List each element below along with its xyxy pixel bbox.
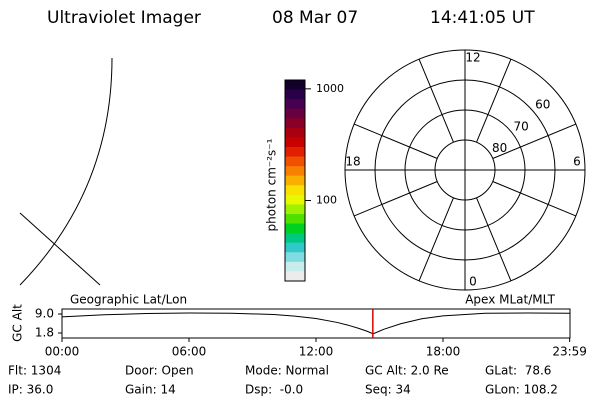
status-item: IP: 36.0 — [8, 383, 53, 397]
mlt-line — [418, 58, 454, 143]
x-tick-label: 23:59 — [552, 345, 587, 359]
color-band — [285, 223, 305, 234]
color-band — [285, 137, 305, 148]
mlt-line — [353, 123, 438, 159]
colorbar-tick-label: 1000 — [316, 82, 344, 95]
status-item: Flt: 1304 — [8, 364, 61, 378]
color-band — [285, 233, 305, 244]
mlt-line — [492, 181, 577, 217]
mlt-line — [476, 58, 512, 143]
colorbar-label: photon cm⁻²s⁻¹ — [265, 138, 279, 231]
color-band — [285, 185, 305, 196]
status-item: Seq: 34 — [365, 383, 411, 397]
status-item: GLon: 108.2 — [485, 383, 558, 397]
status-item: GLat: 78.6 — [485, 364, 551, 378]
mlt-line — [492, 123, 577, 159]
mlt-label: 6 — [573, 155, 581, 169]
colorbar-tick-label: 100 — [316, 193, 337, 206]
color-band — [285, 242, 305, 253]
mlt-line — [476, 197, 512, 282]
mlt-label: 12 — [465, 51, 480, 65]
altitude-line — [61, 312, 571, 335]
color-band — [285, 194, 305, 205]
status-item: Dsp: -0.0 — [245, 383, 303, 397]
title: Ultraviolet Imager — [47, 8, 201, 28]
limb-view — [19, 57, 113, 286]
status-item: Door: Open — [125, 364, 194, 378]
color-band — [285, 156, 305, 167]
color-band — [285, 80, 305, 91]
x-tick-label: 12:00 — [299, 345, 334, 359]
status-item: Mode: Normal — [245, 364, 329, 378]
color-band — [285, 175, 305, 186]
mlt-line — [353, 181, 438, 217]
color-band — [285, 89, 305, 100]
earth-limb — [19, 57, 113, 286]
lat-label: 70 — [514, 119, 529, 133]
mlt-line — [418, 197, 454, 282]
mlt-label: 0 — [469, 275, 477, 289]
color-band — [285, 252, 305, 263]
color-band — [285, 214, 305, 225]
grid-line — [19, 212, 101, 286]
color-band — [285, 118, 305, 129]
mlt-label: 18 — [345, 155, 360, 169]
color-band — [285, 108, 305, 119]
color-band — [285, 271, 305, 282]
color-band — [285, 204, 305, 215]
color-band — [285, 166, 305, 177]
y-tick-label: 9.0 — [35, 307, 54, 321]
x-tick-label: 00:00 — [45, 345, 80, 359]
x-tick-label: 18:00 — [426, 345, 461, 359]
date: 08 Mar 07 — [272, 8, 358, 28]
color-band — [285, 99, 305, 110]
right-label: Apex MLat/MLT — [465, 293, 555, 307]
status-item: GC Alt: 2.0 Re — [365, 364, 449, 378]
y-axis-label: GC Alt — [11, 304, 25, 342]
x-tick-label: 06:00 — [172, 345, 207, 359]
color-band — [285, 147, 305, 158]
status-item: Gain: 14 — [125, 383, 176, 397]
lat-label: 80 — [492, 141, 507, 155]
colorbar-frame — [284, 79, 306, 282]
color-band — [285, 127, 305, 138]
y-tick-label: 1.8 — [35, 325, 54, 339]
color-band — [285, 261, 305, 272]
lat-label: 60 — [535, 98, 550, 112]
time: 14:41:05 UT — [430, 8, 535, 28]
left-label: Geographic Lat/Lon — [70, 293, 187, 307]
